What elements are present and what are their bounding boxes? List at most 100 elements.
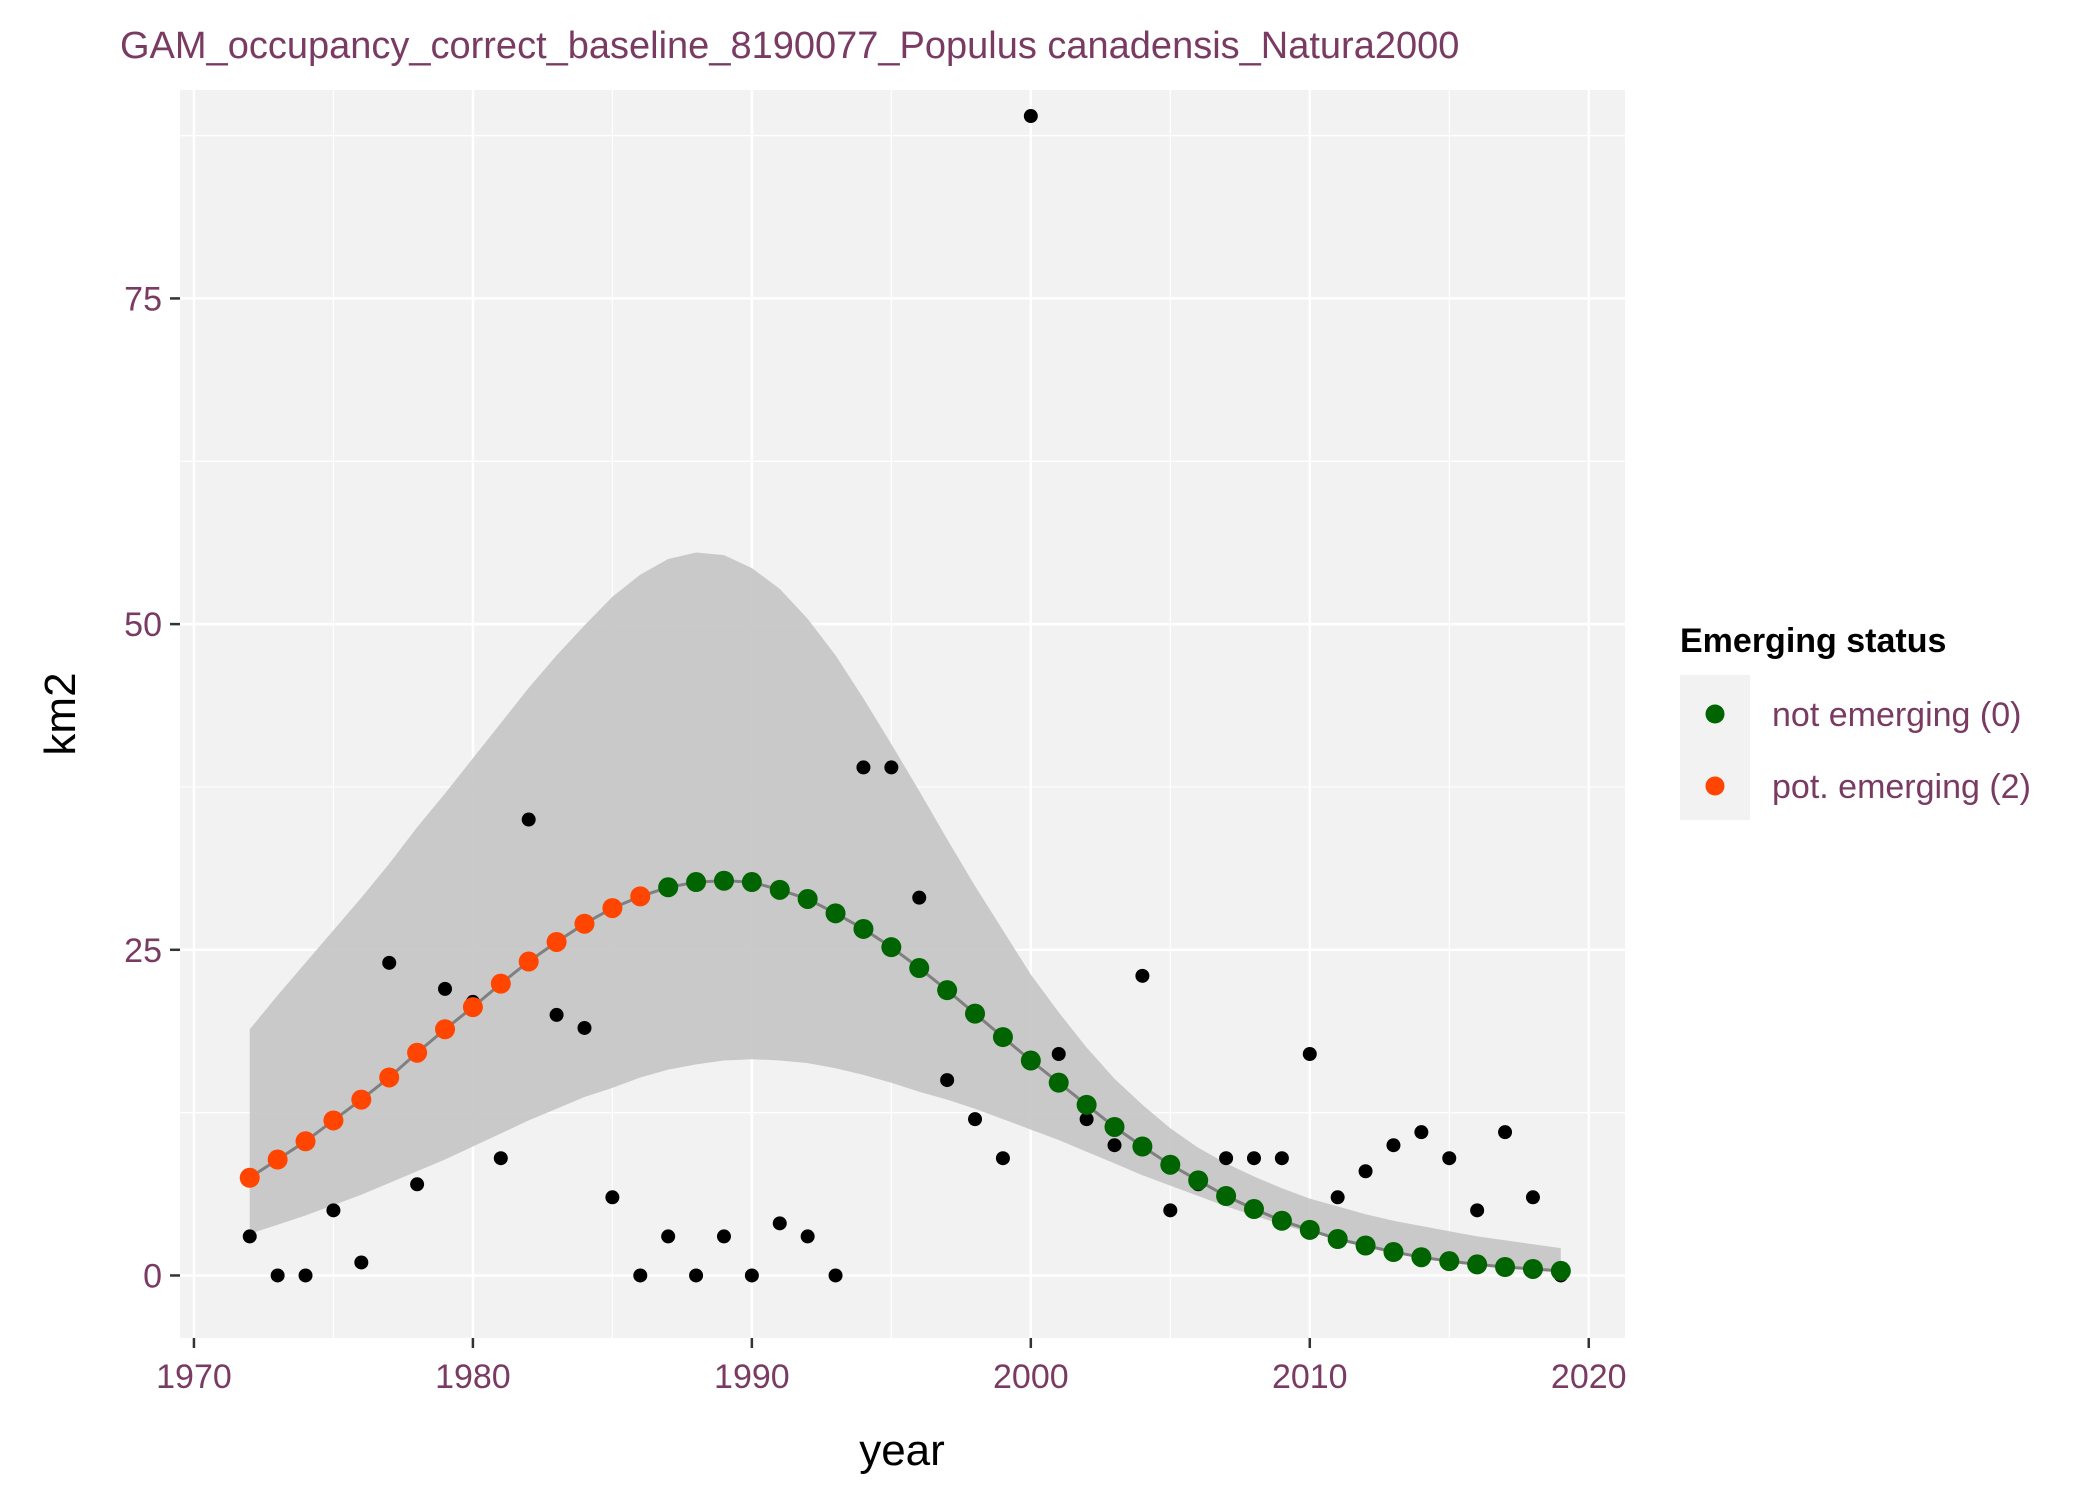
legend-label-not-emerging: not emerging (0) bbox=[1772, 696, 2021, 734]
y-tick-label: 50 bbox=[124, 606, 162, 644]
observed-point bbox=[410, 1177, 425, 1192]
observed-point bbox=[438, 981, 453, 996]
observed-point bbox=[1498, 1125, 1513, 1140]
observed-point bbox=[1386, 1138, 1401, 1153]
legend-key-pot-emerging bbox=[1705, 776, 1725, 796]
fit-point-not-emerging bbox=[853, 918, 874, 939]
fit-point-not-emerging bbox=[1467, 1254, 1488, 1275]
legend-key-not-emerging bbox=[1705, 704, 1725, 724]
y-axis-label: km2 bbox=[36, 672, 85, 755]
fit-point-not-emerging bbox=[1216, 1186, 1237, 1207]
fit-point-pot-emerging bbox=[323, 1110, 344, 1131]
x-tick-label: 1990 bbox=[714, 1358, 790, 1396]
confidence-ribbon bbox=[249, 552, 1561, 1271]
fit-point-pot-emerging bbox=[462, 997, 483, 1018]
fit-point-not-emerging bbox=[741, 872, 762, 893]
observed-point bbox=[521, 812, 536, 827]
chart-title: GAM_occupancy_correct_baseline_8190077_P… bbox=[120, 25, 1459, 67]
observed-point bbox=[689, 1268, 704, 1283]
x-tick-label: 1970 bbox=[156, 1358, 232, 1396]
fit-point-not-emerging bbox=[1355, 1235, 1376, 1256]
observed-point bbox=[298, 1268, 313, 1283]
legend: Emerging status not emerging (0) pot. em… bbox=[1680, 622, 2031, 820]
fit-point-not-emerging bbox=[992, 1027, 1013, 1048]
observed-point bbox=[493, 1151, 508, 1166]
fit-point-not-emerging bbox=[1160, 1154, 1181, 1175]
x-tick-label: 1980 bbox=[435, 1358, 511, 1396]
fit-point-pot-emerging bbox=[435, 1019, 456, 1040]
fit-point-not-emerging bbox=[881, 937, 902, 958]
fit-point-pot-emerging bbox=[407, 1042, 428, 1063]
y-axis: 0 25 50 75 bbox=[124, 280, 180, 1295]
observed-point bbox=[270, 1268, 285, 1283]
observed-point bbox=[1163, 1203, 1178, 1218]
fit-point-pot-emerging bbox=[239, 1167, 260, 1188]
observed-point bbox=[605, 1190, 620, 1205]
x-tick-label: 2010 bbox=[1272, 1358, 1348, 1396]
observed-point bbox=[968, 1112, 983, 1127]
observed-point bbox=[1023, 109, 1038, 124]
fit-point-not-emerging bbox=[1439, 1251, 1460, 1272]
fit-point-not-emerging bbox=[937, 980, 958, 1001]
observed-point bbox=[1219, 1151, 1234, 1166]
observed-point bbox=[633, 1268, 648, 1283]
legend-label-pot-emerging: pot. emerging (2) bbox=[1772, 768, 2031, 806]
observed-point bbox=[242, 1229, 257, 1244]
x-tick-label: 2000 bbox=[993, 1358, 1069, 1396]
observed-point bbox=[800, 1229, 815, 1244]
observed-point bbox=[1079, 1112, 1094, 1127]
observed-point bbox=[1442, 1151, 1457, 1166]
observed-point bbox=[856, 760, 871, 775]
observed-point bbox=[1302, 1047, 1317, 1062]
fit-point-not-emerging bbox=[1020, 1050, 1041, 1071]
observed-point bbox=[912, 890, 927, 905]
fit-point-pot-emerging bbox=[379, 1067, 400, 1088]
fit-point-not-emerging bbox=[1495, 1257, 1516, 1278]
fit-point-not-emerging bbox=[1383, 1242, 1404, 1263]
fit-point-not-emerging bbox=[825, 903, 846, 924]
observed-point bbox=[1414, 1125, 1429, 1140]
y-tick-label: 75 bbox=[124, 280, 162, 318]
observed-point bbox=[1470, 1203, 1485, 1218]
fit-point-pot-emerging bbox=[267, 1149, 288, 1170]
fit-point-not-emerging bbox=[769, 879, 790, 900]
fit-point-not-emerging bbox=[1327, 1228, 1348, 1249]
observed-point bbox=[577, 1020, 592, 1035]
fit-point-pot-emerging bbox=[295, 1131, 316, 1152]
observed-point bbox=[744, 1268, 759, 1283]
fit-point-not-emerging bbox=[1076, 1094, 1097, 1115]
observed-point bbox=[1525, 1190, 1540, 1205]
fit-point-pot-emerging bbox=[351, 1089, 372, 1110]
observed-point bbox=[716, 1229, 731, 1244]
y-tick-label: 0 bbox=[143, 1257, 162, 1295]
fit-point-pot-emerging bbox=[518, 951, 539, 972]
fit-point-not-emerging bbox=[1132, 1136, 1153, 1157]
fit-point-pot-emerging bbox=[546, 931, 567, 952]
observed-point bbox=[326, 1203, 341, 1218]
fit-points bbox=[239, 870, 1571, 1281]
observed-point bbox=[940, 1073, 955, 1088]
observed-point bbox=[1135, 968, 1150, 983]
y-tick-label: 25 bbox=[124, 932, 162, 970]
observed-point bbox=[1051, 1047, 1066, 1062]
fit-point-not-emerging bbox=[1522, 1258, 1543, 1279]
observed-point bbox=[661, 1229, 676, 1244]
fit-point-not-emerging bbox=[1271, 1210, 1292, 1231]
legend-key-background bbox=[1680, 675, 1750, 820]
observed-point bbox=[382, 955, 397, 970]
fit-point-not-emerging bbox=[1188, 1170, 1209, 1191]
observed-point bbox=[828, 1268, 843, 1283]
observed-point bbox=[1246, 1151, 1261, 1166]
fit-point-not-emerging bbox=[1299, 1219, 1320, 1240]
observed-point bbox=[884, 760, 899, 775]
x-tick-label: 2020 bbox=[1551, 1358, 1627, 1396]
fit-point-pot-emerging bbox=[490, 973, 511, 994]
fit-point-pot-emerging bbox=[630, 886, 651, 907]
observed-point bbox=[1358, 1164, 1373, 1179]
observed-point bbox=[1107, 1138, 1122, 1153]
fit-point-not-emerging bbox=[909, 958, 930, 979]
observed-point bbox=[772, 1216, 787, 1231]
fit-point-not-emerging bbox=[686, 872, 707, 893]
fit-point-not-emerging bbox=[1048, 1072, 1069, 1093]
